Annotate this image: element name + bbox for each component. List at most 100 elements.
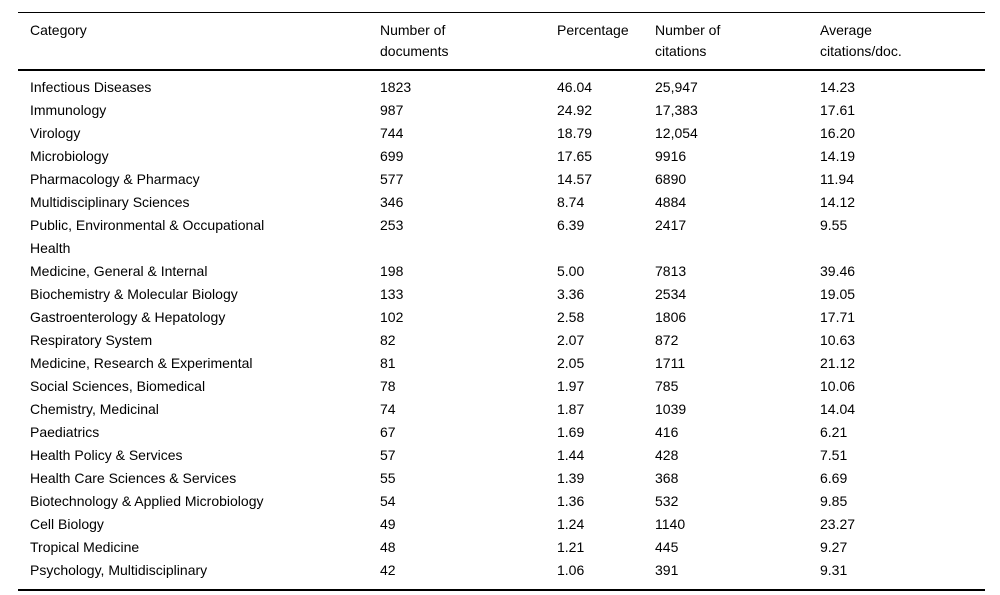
col-header-citations: Number of citations xyxy=(655,22,721,59)
cell-documents: 57 xyxy=(380,447,396,463)
cell-percentage: 1.87 xyxy=(557,401,585,417)
cell-percentage: 8.74 xyxy=(557,194,585,210)
table-row: Public, Environmental & Occupational Hea… xyxy=(18,214,985,260)
cell-percentage: 1.97 xyxy=(557,378,585,394)
col-header-percentage: Percentage xyxy=(557,22,629,38)
cell-percentage: 1.69 xyxy=(557,424,585,440)
cell-percentage: 18.79 xyxy=(557,125,593,141)
cell-citations: 416 xyxy=(655,424,679,440)
col-header-avg-citations: Average citations/doc. xyxy=(820,22,902,59)
cell-citations: 6890 xyxy=(655,171,687,187)
cell-avg_citations: 23.27 xyxy=(820,516,856,532)
cell-documents: 42 xyxy=(380,562,396,578)
cell-avg_citations: 21.12 xyxy=(820,355,856,371)
cell-percentage: 1.21 xyxy=(557,539,585,555)
cell-percentage: 2.05 xyxy=(557,355,585,371)
cell-documents: 81 xyxy=(380,355,396,371)
cell-category: Paediatrics xyxy=(30,424,100,440)
col-header-documents: Number of documents xyxy=(380,22,449,59)
cell-citations: 428 xyxy=(655,447,679,463)
cell-category: Medicine, Research & Experimental xyxy=(30,355,253,371)
cell-percentage: 5.00 xyxy=(557,263,585,279)
cell-citations: 368 xyxy=(655,470,679,486)
cell-avg_citations: 10.63 xyxy=(820,332,856,348)
table-row: Respiratory System 82 2.07 872 10.63 xyxy=(18,329,985,352)
cell-category: Gastroenterology & Hepatology xyxy=(30,309,226,325)
cell-avg_citations: 14.23 xyxy=(820,79,856,95)
cell-documents: 744 xyxy=(380,125,404,141)
cell-avg_citations: 16.20 xyxy=(820,125,856,141)
table-row: Pharmacology & Pharmacy 577 14.57 6890 11.94 xyxy=(18,168,985,191)
cell-category: Infectious Diseases xyxy=(30,79,152,95)
cell-avg_citations: 39.46 xyxy=(820,263,856,279)
cell-category: Respiratory System xyxy=(30,332,153,348)
cell-percentage: 1.36 xyxy=(557,493,585,509)
cell-avg_citations: 19.05 xyxy=(820,286,856,302)
cell-avg_citations: 9.31 xyxy=(820,562,848,578)
table-row: Multidisciplinary Sciences 346 8.74 4884 14.… xyxy=(18,191,985,214)
cell-category: Microbiology xyxy=(30,148,109,164)
col-header-category: Category xyxy=(30,22,87,38)
cell-citations: 4884 xyxy=(655,194,687,210)
cell-citations: 1806 xyxy=(655,309,687,325)
cell-category: Biotechnology & Applied Microbiology xyxy=(30,493,264,509)
table-row: Biotechnology & Applied Microbiology 54 1.… xyxy=(18,490,985,513)
header-row: Category Number of documents Percentage … xyxy=(18,12,985,70)
cell-citations: 1140 xyxy=(655,516,686,532)
category-citations-table: Category Number of documents Percentage … xyxy=(18,12,985,591)
cell-citations: 785 xyxy=(655,378,679,394)
cell-documents: 253 xyxy=(380,217,404,233)
cell-percentage: 46.04 xyxy=(557,79,593,95)
cell-documents: 67 xyxy=(380,424,396,440)
cell-category: Tropical Medicine xyxy=(30,539,140,555)
cell-documents: 78 xyxy=(380,378,396,394)
cell-percentage: 2.07 xyxy=(557,332,585,348)
cell-percentage: 3.36 xyxy=(557,286,585,302)
cell-percentage: 1.06 xyxy=(557,562,585,578)
table-row: Chemistry, Medicinal 74 1.87 1039 14.04 xyxy=(18,398,985,421)
table-row: Gastroenterology & Hepatology 102 2.58 1806… xyxy=(18,306,985,329)
table-row: Health Care Sciences & Services 55 1.39 368… xyxy=(18,467,985,490)
cell-avg_citations: 10.06 xyxy=(820,378,856,394)
cell-documents: 74 xyxy=(380,401,396,417)
cell-avg_citations: 9.55 xyxy=(820,217,848,233)
cell-percentage: 17.65 xyxy=(557,148,593,164)
cell-avg_citations: 11.94 xyxy=(820,171,854,187)
cell-documents: 987 xyxy=(380,102,404,118)
cell-citations: 532 xyxy=(655,493,679,509)
cell-avg_citations: 17.71 xyxy=(820,309,856,325)
table-row: Medicine, Research & Experimental 81 2.05 1… xyxy=(18,352,985,375)
cell-documents: 82 xyxy=(380,332,396,348)
cell-citations: 1039 xyxy=(655,401,687,417)
cell-category: Immunology xyxy=(30,102,107,118)
cell-category: Multidisciplinary Sciences xyxy=(30,194,190,210)
cell-avg_citations: 17.61 xyxy=(820,102,856,118)
table-row: Microbiology 699 17.65 9916 14.19 xyxy=(18,145,985,168)
cell-percentage: 1.24 xyxy=(557,516,585,532)
cell-category: Virology xyxy=(30,125,81,141)
cell-percentage: 2.58 xyxy=(557,309,585,325)
cell-avg_citations: 7.51 xyxy=(820,447,848,463)
cell-citations: 25,947 xyxy=(655,79,698,95)
table-row: Tropical Medicine 48 1.21 445 9.27 xyxy=(18,536,985,559)
table-row: Cell Biology 49 1.24 1140 23.27 xyxy=(18,513,985,536)
cell-documents: 198 xyxy=(380,263,404,279)
cell-citations: 1711 xyxy=(655,355,686,371)
cell-category: Cell Biology xyxy=(30,516,104,532)
cell-avg_citations: 14.12 xyxy=(820,194,856,210)
table-row: Health Policy & Services 57 1.44 428 7.51 xyxy=(18,444,985,467)
table-row: Social Sciences, Biomedical 78 1.97 785 10.0… xyxy=(18,375,985,398)
cell-avg_citations: 6.69 xyxy=(820,470,848,486)
cell-avg_citations: 9.85 xyxy=(820,493,848,509)
table-row: Psychology, Multidisciplinary 42 1.06 391 9.… xyxy=(18,559,985,590)
cell-category: Public, Environmental & Occupational Hea… xyxy=(30,217,265,256)
cell-documents: 346 xyxy=(380,194,404,210)
cell-percentage: 14.57 xyxy=(557,171,593,187)
cell-citations: 7813 xyxy=(655,263,687,279)
cell-citations: 445 xyxy=(655,539,679,555)
cell-documents: 54 xyxy=(380,493,396,509)
cell-category: Social Sciences, Biomedical xyxy=(30,378,206,394)
cell-avg_citations: 14.04 xyxy=(820,401,856,417)
cell-citations: 9916 xyxy=(655,148,687,164)
cell-avg_citations: 6.21 xyxy=(820,424,848,440)
